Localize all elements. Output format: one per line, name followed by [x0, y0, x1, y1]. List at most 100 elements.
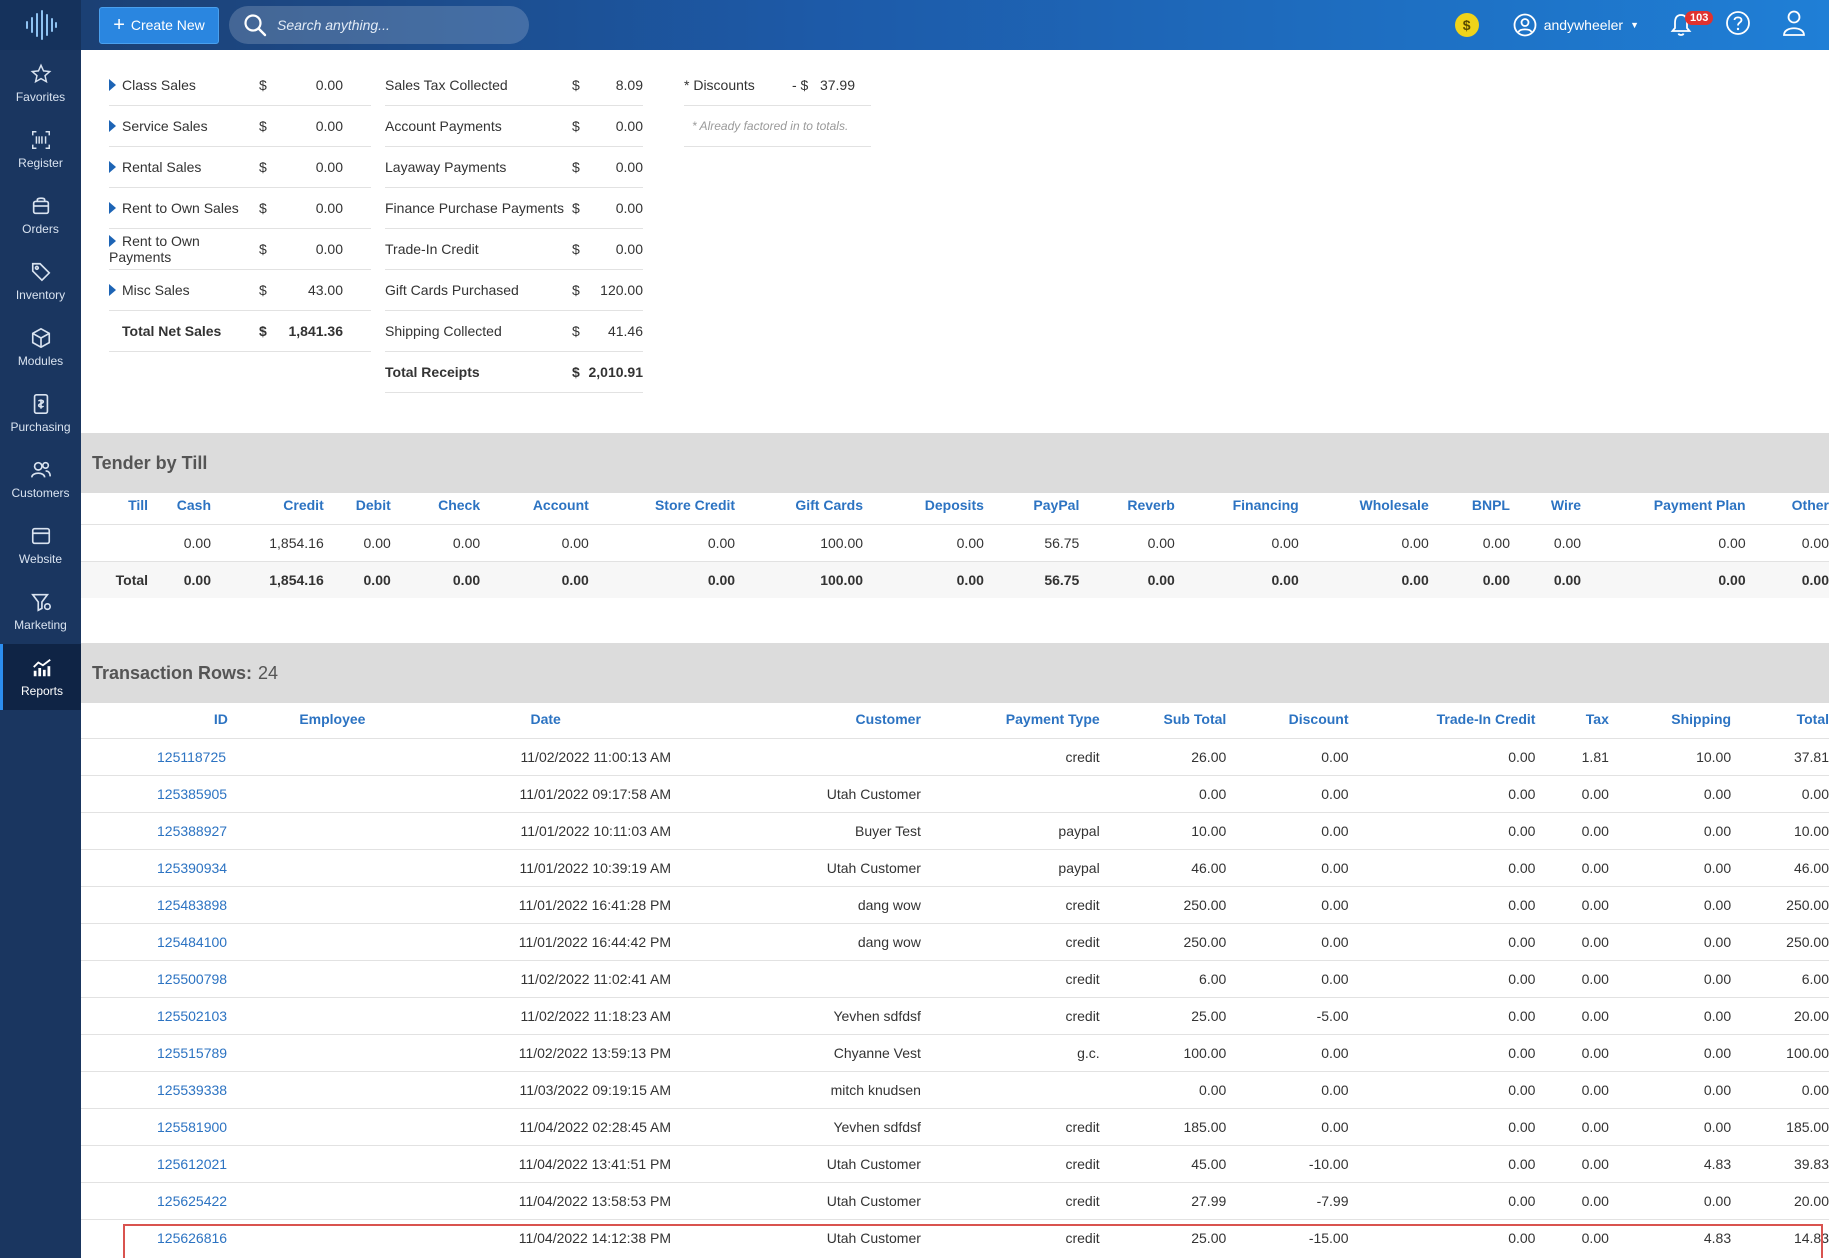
transaction-id-link[interactable]: 125385905 — [81, 774, 228, 812]
sidebar-item-website[interactable]: Website — [0, 512, 81, 578]
notifications-button[interactable]: 103 — [1669, 11, 1714, 38]
transaction-id-link[interactable]: 125626816 — [81, 1218, 228, 1256]
expand-triangle-icon[interactable] — [109, 202, 116, 214]
summary-row-service-sales[interactable]: Service Sales $0.00 — [109, 106, 371, 147]
sidebar-item-inventory[interactable]: Inventory — [0, 248, 81, 314]
transaction-id-link[interactable]: 125483898 — [81, 885, 228, 923]
search-input[interactable] — [277, 17, 517, 33]
transaction-id-link[interactable]: 125502103 — [81, 996, 228, 1034]
app-logo[interactable] — [0, 0, 81, 50]
table-row[interactable]: 125581900 11/04/2022 02:28:45 AM Yevhen sd… — [81, 1107, 1829, 1145]
column-header[interactable]: Deposits — [924, 497, 984, 514]
expand-triangle-icon[interactable] — [109, 120, 116, 132]
transaction-id-link[interactable]: 125388927 — [81, 811, 228, 849]
table-row[interactable]: 125515789 11/02/2022 13:59:13 PM Chyanne V… — [81, 1033, 1829, 1071]
summary-row-rent-to-own-sales[interactable]: Rent to Own Sales $0.00 — [109, 188, 371, 229]
table-row[interactable]: 125118725 11/02/2022 11:00:13 AM credit 26.… — [81, 737, 1829, 775]
summary-row-class-sales[interactable]: Class Sales $0.00 — [109, 65, 371, 106]
sidebar-item-modules[interactable]: Modules — [0, 314, 81, 380]
table-row[interactable]: 125483898 11/01/2022 16:41:28 PM dang wow c… — [81, 885, 1829, 923]
table-row[interactable]: 125612021 11/04/2022 13:41:51 PM Utah Cust… — [81, 1144, 1829, 1182]
currency-symbol: $ — [572, 282, 580, 298]
search-box[interactable] — [229, 6, 529, 44]
create-new-button[interactable]: + Create New — [99, 6, 219, 44]
column-header[interactable]: Payment Type — [1005, 711, 1100, 728]
column-header[interactable]: Employee — [299, 711, 366, 728]
column-header[interactable]: Sub Total — [1163, 711, 1227, 728]
transaction-id-link[interactable]: 125118725 — [81, 737, 228, 775]
transaction-id-link[interactable]: 125500798 — [81, 959, 228, 997]
column-header[interactable]: Account — [532, 497, 589, 514]
credits-coin-icon[interactable]: $ — [1454, 13, 1479, 37]
column-header[interactable]: BNPL — [1471, 497, 1510, 514]
column-header[interactable]: Tax — [1585, 711, 1609, 728]
summary-row-misc-sales[interactable]: Misc Sales $43.00 — [109, 270, 371, 311]
column-header[interactable]: Reverb — [1127, 497, 1175, 514]
summary-amount: 0.00 — [315, 77, 343, 93]
column-header[interactable]: Shipping — [1671, 711, 1732, 728]
currency-symbol: $ — [572, 118, 580, 134]
table-row[interactable]: 125502103 11/02/2022 11:18:23 AM Yevhen sd… — [81, 996, 1829, 1034]
expand-triangle-icon[interactable] — [109, 284, 116, 296]
transaction-id-link[interactable]: 125612021 — [81, 1144, 228, 1182]
column-header[interactable]: Wire — [1550, 497, 1582, 514]
column-header[interactable]: Check — [438, 497, 481, 514]
transaction-id-link[interactable]: 125515789 — [81, 1033, 228, 1071]
expand-triangle-icon[interactable] — [109, 161, 116, 173]
column-header[interactable]: Gift Cards — [795, 497, 864, 514]
column-header[interactable]: Date — [530, 711, 561, 728]
column-header[interactable]: Store Credit — [654, 497, 736, 514]
column-header[interactable]: Customer — [855, 711, 921, 728]
column-header[interactable]: Wholesale — [1359, 497, 1429, 514]
sidebar-item-marketing[interactable]: Marketing — [0, 578, 81, 644]
table-row[interactable]: 125539338 11/03/2022 09:19:15 AM mitch knu… — [81, 1070, 1829, 1108]
column-header[interactable]: Credit — [283, 497, 324, 514]
transaction-id-link[interactable]: 125581900 — [81, 1107, 228, 1145]
column-header[interactable]: Other — [1791, 497, 1829, 514]
table-cell: 0.00 — [1348, 848, 1536, 886]
summary-amount: 43.00 — [307, 282, 343, 298]
expand-triangle-icon[interactable] — [109, 235, 116, 247]
expand-triangle-icon[interactable] — [109, 79, 116, 91]
column-header[interactable]: ID — [213, 711, 228, 728]
table-row[interactable]: 125625422 11/04/2022 13:58:53 PM Utah Cust… — [81, 1181, 1829, 1219]
column-header[interactable]: Financing — [1232, 497, 1299, 514]
transaction-id-link[interactable]: 125539338 — [81, 1070, 228, 1108]
column-header[interactable]: Trade-In Credit — [1436, 711, 1536, 728]
help-button[interactable] — [1725, 10, 1751, 41]
sidebar-item-register[interactable]: Register — [0, 116, 81, 182]
transaction-id-link[interactable]: 125625422 — [81, 1181, 228, 1219]
sidebar-item-label: Purchasing — [10, 419, 71, 434]
table-cell — [920, 1070, 1100, 1108]
sidebar-item-favorites[interactable]: Favorites — [0, 50, 81, 116]
table-row[interactable]: 125390934 11/01/2022 10:39:19 AM Utah Cust… — [81, 848, 1829, 886]
transaction-id-link[interactable]: 125484100 — [81, 922, 228, 960]
column-header[interactable]: Debit — [355, 497, 391, 514]
column-header[interactable]: PayPal — [1033, 497, 1080, 514]
summary-label: Misc Sales — [122, 282, 190, 298]
summary-row-rental-sales[interactable]: Rental Sales $0.00 — [109, 147, 371, 188]
profile-button[interactable] — [1781, 9, 1807, 42]
sidebar-item-purchasing[interactable]: Purchasing — [0, 380, 81, 446]
table-cell: 0.00 — [1608, 1070, 1732, 1108]
user-menu[interactable]: andywheeler ▼ — [1513, 13, 1639, 37]
table-row[interactable]: 125385905 11/01/2022 09:17:58 AM Utah Cust… — [81, 774, 1829, 812]
table-cell: credit — [920, 737, 1100, 775]
column-header[interactable]: Discount — [1288, 711, 1349, 728]
table-row[interactable]: 125500798 11/02/2022 11:02:41 AM credit 6.0… — [81, 959, 1829, 997]
column-header[interactable]: Cash — [176, 497, 211, 514]
sidebar-item-customers[interactable]: Customers — [0, 446, 81, 512]
column-header[interactable]: Till — [128, 497, 149, 514]
column-header[interactable]: Total — [1796, 711, 1829, 728]
table-row[interactable]: 125484100 11/01/2022 16:44:42 PM dang wow c… — [81, 922, 1829, 960]
table-row[interactable]: 125388927 11/01/2022 10:11:03 AM Buyer Tes… — [81, 811, 1829, 849]
summary-label: Service Sales — [122, 118, 208, 134]
sidebar-item-reports[interactable]: Reports — [0, 644, 81, 710]
table-cell: 0.00 — [1226, 848, 1349, 886]
transaction-id-link[interactable]: 125390934 — [81, 848, 228, 886]
column-header[interactable]: Payment Plan — [1653, 497, 1746, 514]
table-row[interactable]: 125626816 11/04/2022 14:12:38 PM Utah Cust… — [81, 1218, 1829, 1256]
summary-row: Gift Cards Purchased $120.00 — [385, 270, 643, 311]
sidebar-item-orders[interactable]: Orders — [0, 182, 81, 248]
summary-row-rent-to-own-payments[interactable]: Rent to Own Payments $0.00 — [109, 229, 371, 270]
